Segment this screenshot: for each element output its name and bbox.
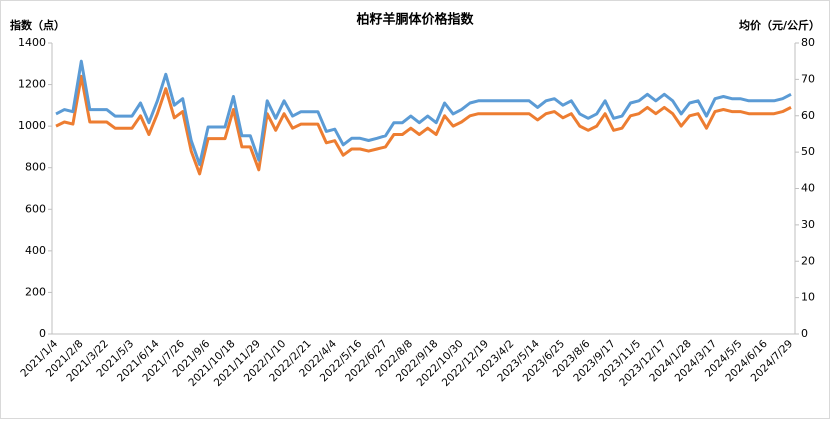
y2-tick-label: 50 bbox=[801, 145, 815, 158]
y-tick-label: 1200 bbox=[18, 78, 46, 91]
y2-tick-label: 20 bbox=[801, 254, 815, 267]
y-tick-label: 200 bbox=[25, 285, 46, 298]
y-tick-label: 600 bbox=[25, 202, 46, 215]
y2-tick-label: 10 bbox=[801, 291, 815, 304]
y-tick-label: 800 bbox=[25, 161, 46, 174]
y-tick-label: 0 bbox=[39, 327, 46, 340]
series-line bbox=[55, 59, 792, 166]
y2-tick-label: 70 bbox=[801, 72, 815, 85]
y-axis-label: 指数（点） bbox=[10, 18, 65, 32]
y2-tick-label: 60 bbox=[801, 109, 815, 122]
series-line bbox=[55, 74, 792, 176]
y2-tick-label: 30 bbox=[801, 218, 815, 231]
y2-tick-label: 40 bbox=[801, 182, 815, 195]
y-tick-label: 400 bbox=[25, 244, 46, 257]
y2-axis-label: 均价（元/公斤） bbox=[739, 18, 820, 32]
chart-title: 柏籽羊胴体价格指数 bbox=[356, 12, 474, 28]
y-tick-label: 1400 bbox=[18, 36, 46, 49]
y-tick-label: 1000 bbox=[18, 119, 46, 132]
y2-tick-label: 0 bbox=[801, 327, 808, 340]
y2-tick-label: 80 bbox=[801, 36, 815, 49]
